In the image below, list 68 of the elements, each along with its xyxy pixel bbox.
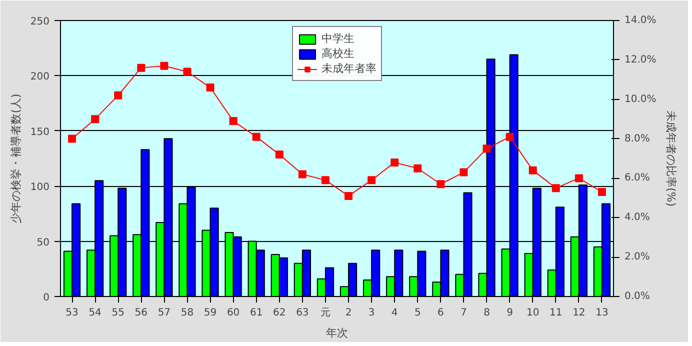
y2-tick-label: 10.0% [624, 94, 656, 105]
point [91, 115, 100, 124]
x-tick-label: 57 [158, 308, 171, 318]
x-tick-label: 4 [391, 308, 398, 318]
x-tick-label: 7 [460, 308, 467, 318]
x-tick-label: 60 [226, 308, 240, 318]
x-tick-label: 12 [572, 308, 586, 318]
x-tick-label: 55 [112, 308, 124, 318]
y-tick-label: 50 [36, 237, 50, 248]
y-tick-label: 250 [30, 16, 50, 28]
point [206, 84, 214, 92]
point [390, 158, 399, 166]
y2-tick-label: 6.0% [624, 172, 650, 184]
x-tick-label: 56 [134, 308, 148, 318]
x-tick-label: 53 [66, 308, 78, 318]
point [598, 188, 606, 196]
y-tick-label: 200 [30, 72, 50, 83]
y2-tick-label: 8.0% [624, 133, 650, 144]
x-tick-label: 6 [438, 308, 444, 318]
point [368, 176, 376, 184]
point [528, 166, 537, 174]
x-tick-label: 10 [526, 308, 540, 318]
y-tick-label: 100 [30, 182, 50, 194]
x-axis-title: 年次 [326, 326, 348, 340]
x-tick-label: 61 [250, 308, 263, 318]
point [482, 144, 491, 153]
x-tick-label: 9 [506, 308, 514, 318]
y2-tick-label: 0.0% [624, 291, 650, 302]
y2-tick-label: 14.0% [624, 15, 656, 26]
x-tick-label: 元 [320, 308, 330, 318]
legend-label: 未成年者率 [322, 61, 376, 76]
point [252, 132, 260, 141]
y-tick-label: 150 [30, 126, 50, 138]
point [552, 184, 560, 192]
x-tick-label: 54 [88, 308, 102, 318]
point [414, 164, 422, 172]
x-tick-label: 5 [414, 308, 421, 318]
y2-axis-title: 未成年者の比率(%) [664, 110, 678, 207]
y2-tick-label: 2.0% [624, 252, 650, 263]
point [68, 134, 76, 143]
point [460, 168, 468, 176]
x-tick-label: 58 [180, 308, 194, 318]
point [298, 170, 306, 178]
point [229, 117, 238, 126]
x-tick-label: 59 [204, 308, 217, 318]
point [160, 62, 168, 70]
y2-tick-label: 12.0% [624, 54, 656, 66]
x-tick-label: 3 [368, 308, 375, 318]
y-tick-label: 0 [43, 292, 50, 304]
y2-tick-label: 4.0% [624, 212, 650, 224]
x-tick-label: 63 [296, 308, 309, 318]
legend-label: 中学生 [322, 31, 354, 46]
point [137, 64, 146, 72]
point [344, 192, 353, 200]
point [574, 174, 583, 182]
point [275, 150, 284, 159]
point [506, 132, 514, 141]
x-tick-label: 2 [345, 308, 352, 318]
point [114, 91, 122, 100]
y-axis-title: 少年の検挙・補導者数(人) [9, 94, 22, 224]
point [321, 176, 330, 184]
x-tick-label: 8 [484, 308, 490, 318]
point [436, 180, 445, 188]
legend-label: 高校生 [322, 46, 354, 61]
point [183, 68, 192, 76]
x-tick-label: 13 [596, 308, 608, 318]
x-tick-label: 11 [550, 308, 562, 318]
x-tick-label: 62 [273, 308, 286, 318]
